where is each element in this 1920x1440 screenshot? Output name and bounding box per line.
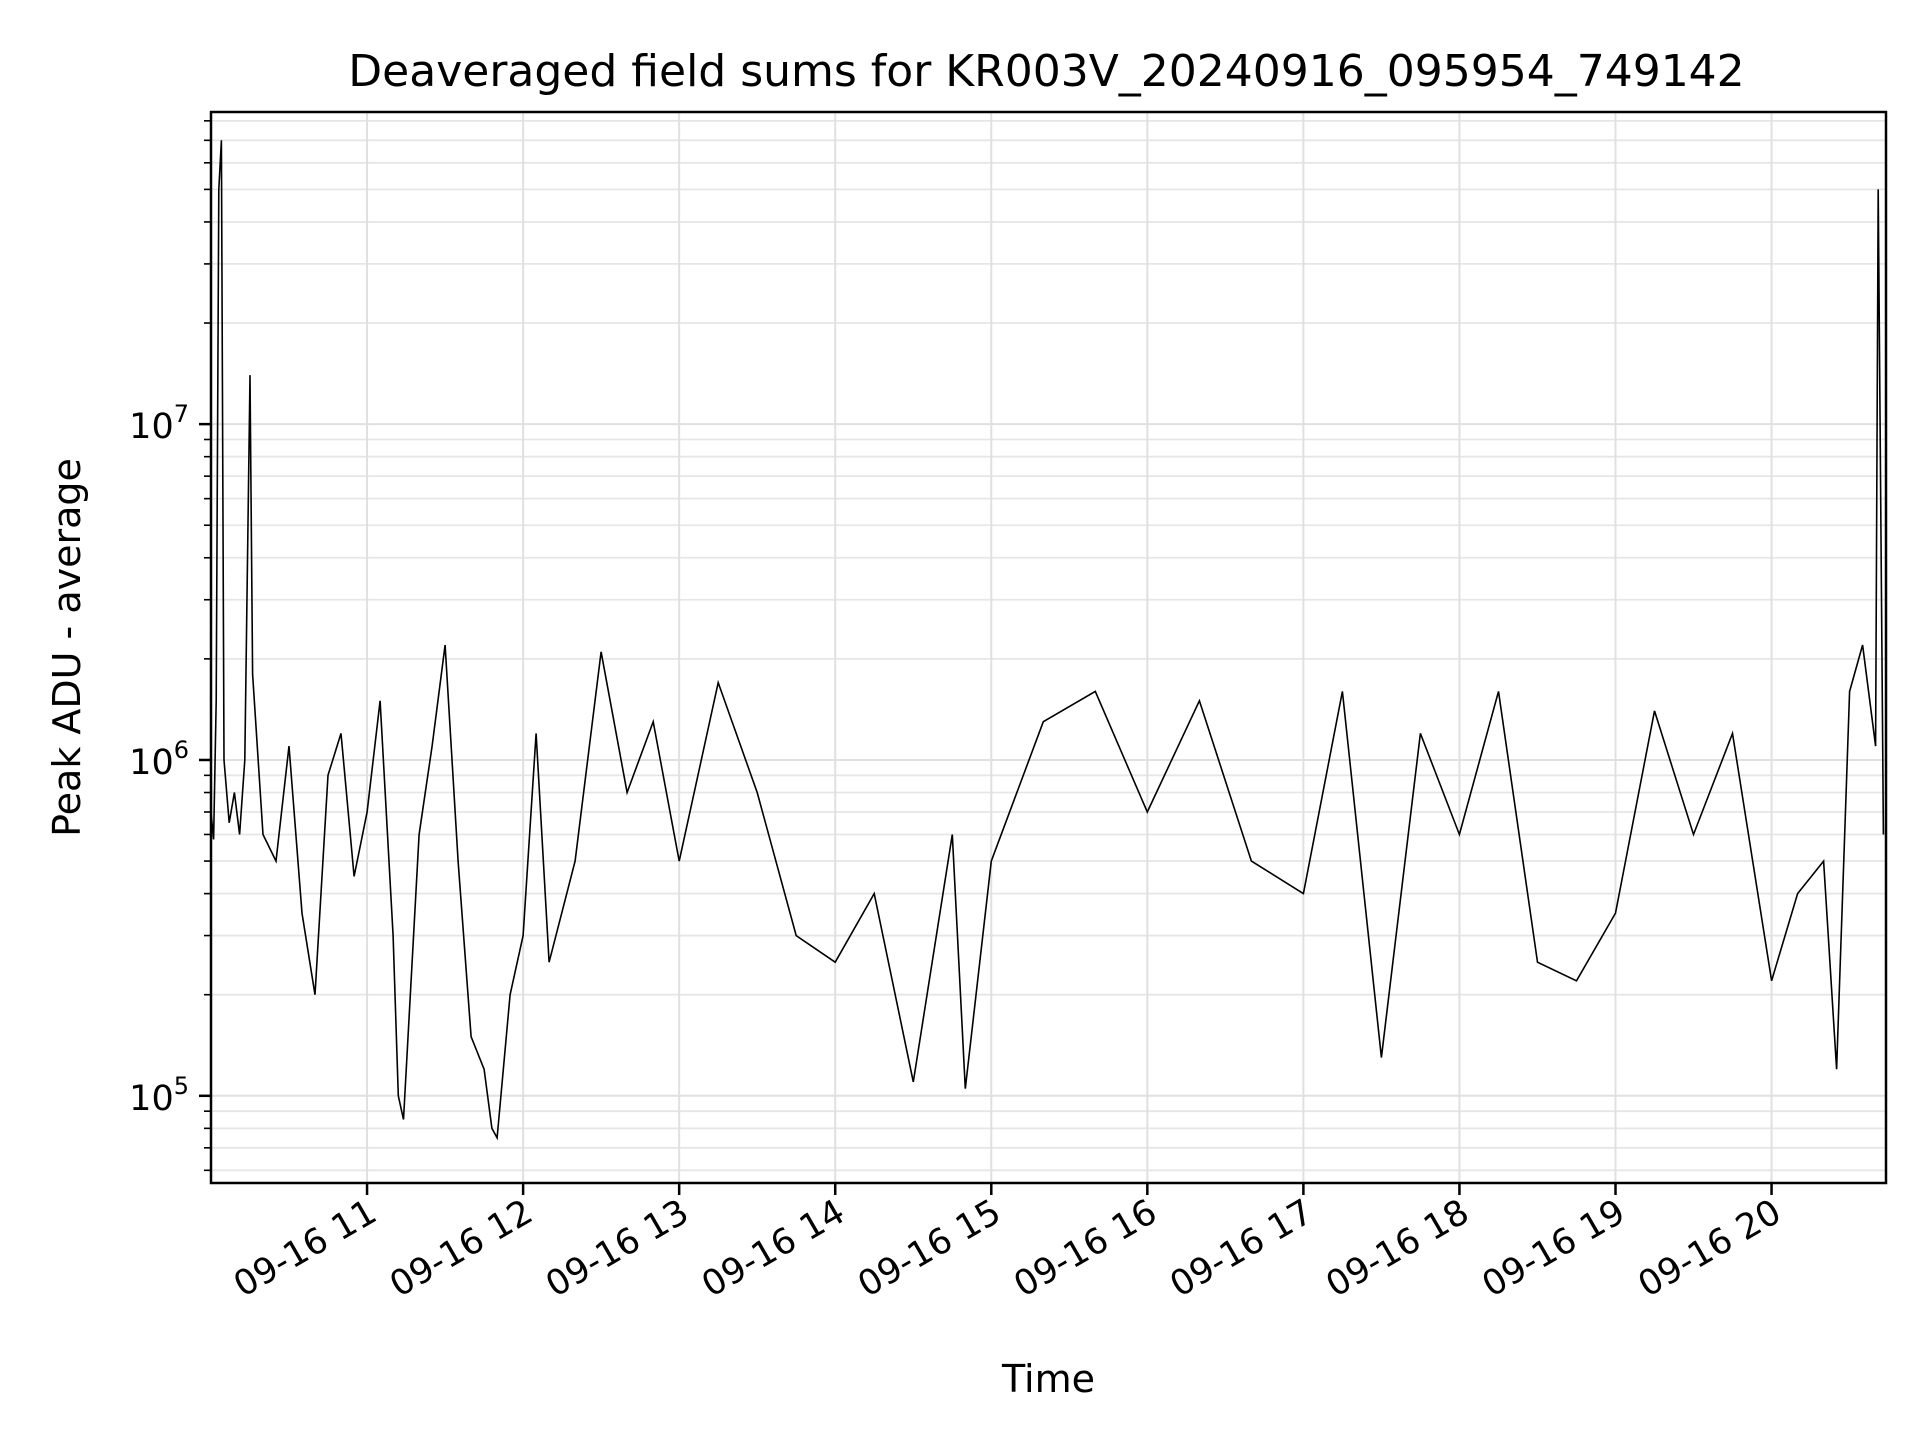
y-tick-label: 106 bbox=[129, 736, 189, 783]
y-axis-label: Peak ADU - average bbox=[45, 458, 89, 837]
grid bbox=[211, 112, 1886, 1183]
x-axis-label: Time bbox=[1001, 1357, 1095, 1401]
series-layer bbox=[210, 140, 1885, 1141]
chart-title: Deaveraged field sums for KR003V_2024091… bbox=[348, 46, 1744, 97]
axis-ticks bbox=[199, 120, 1773, 1195]
plot-frame bbox=[209, 110, 1888, 1185]
y-tick-label: 107 bbox=[129, 400, 189, 447]
y-tick-labels: 105 106 107 bbox=[129, 400, 189, 1119]
y-tick-label: 105 bbox=[129, 1072, 189, 1119]
series-line bbox=[210, 140, 1885, 1141]
